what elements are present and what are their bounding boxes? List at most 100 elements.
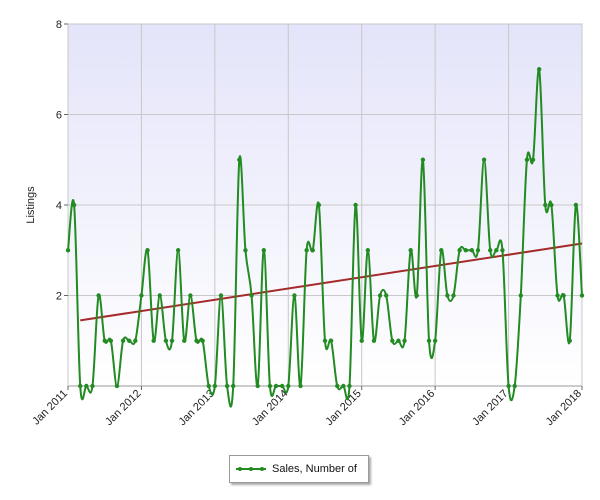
sales-point [408,248,413,253]
sales-point [445,293,450,298]
sales-point [71,202,77,208]
sales-point [237,157,242,162]
sales-point [500,248,505,253]
sales-point [414,293,419,298]
sales-point [157,293,162,298]
sales-point [224,383,230,389]
y-tick-label: 4 [56,200,62,212]
sales-point [194,338,199,343]
sales-point [169,338,175,343]
sales-point [426,338,432,343]
sales-point [120,338,126,343]
legend: Sales, Number of [229,455,369,483]
sales-point [139,293,144,298]
sales-point [488,248,493,253]
sales-point [377,293,383,298]
sales-point [273,383,279,389]
sales-point [182,338,187,343]
sales-point [114,383,120,389]
sales-point [267,383,273,389]
sales-point [573,202,579,208]
sales-point [163,338,169,343]
sales-point [518,293,524,298]
sales-point [579,293,585,298]
sales-point [390,338,395,343]
sales-point [457,248,462,253]
sales-point [463,248,468,253]
sales-point [359,338,364,343]
sales-point [536,67,542,72]
sales-point [322,338,328,343]
sales-point [298,383,303,389]
sales-point [133,338,138,343]
x-axis-ticks: Jan 2011 Jan 2012 Jan 2013 Jan 2014 Jan 2015… [30,386,584,428]
x-tick-label: Jan 2015 [323,388,363,428]
sales-point [243,248,248,253]
sales-point [524,157,530,162]
sales-point [347,383,352,389]
sales-point [469,248,475,253]
sales-point [255,383,260,389]
sales-point [188,293,193,298]
x-tick-label: Jan 2016 [397,388,437,428]
x-tick-label: Jan 2012 [103,388,143,428]
y-tick-label: 2 [56,291,62,303]
sales-point [439,248,444,253]
sales-point [567,338,572,343]
sales-point [292,293,297,298]
legend-swatch [236,464,266,474]
trendline [80,242,583,322]
sales-point [555,293,560,298]
sales-point [328,338,334,343]
sales-point [371,338,377,343]
sales-point [175,248,181,253]
y-tick-label: 6 [56,110,62,122]
sales-point [475,248,481,253]
sales-point [304,248,309,253]
sales-point [543,202,548,208]
sales-point [96,293,101,298]
sales-point [151,338,156,343]
sales-point [561,293,566,298]
sales-point [126,338,132,343]
sales-point [316,202,322,208]
sales-point [432,338,438,343]
sales-point [108,338,114,343]
sales-point [78,383,83,389]
y-axis-ticks: 2 4 6 8 [56,19,68,303]
sales-point [65,248,71,253]
sales-point [261,248,267,253]
sales-point [512,383,517,389]
sales-point [84,383,89,389]
y-axis-label: Listings [25,186,37,224]
sales-point [481,157,487,162]
sales-point [341,383,346,389]
sales-point [549,202,554,208]
sales-point [90,383,95,389]
sales-point [530,157,536,162]
sales-point [494,248,499,253]
sales-point [206,383,211,389]
sales-point [506,383,511,389]
sales-point [383,293,389,298]
sales-point [249,293,254,298]
sales-point [310,248,315,253]
sales-point [420,157,426,162]
gridlines [67,23,583,386]
sales-point [102,338,107,343]
x-tick-label: Jan 2018 [544,388,584,428]
legend-label-sales: Sales, Number of [272,463,357,475]
legend-swatch-dot-mid [249,467,253,471]
sales-point [365,248,371,253]
sales-point [286,383,291,389]
sales-point [335,383,340,389]
sales-point [231,383,236,389]
x-tick-label: Jan 2017 [470,388,510,428]
trendline-layer [80,242,583,322]
sales-point [451,293,456,298]
sales-point [145,248,150,253]
x-tick-label: Jan 2011 [30,388,70,428]
sales-point [396,338,401,343]
sales-point [279,383,285,389]
